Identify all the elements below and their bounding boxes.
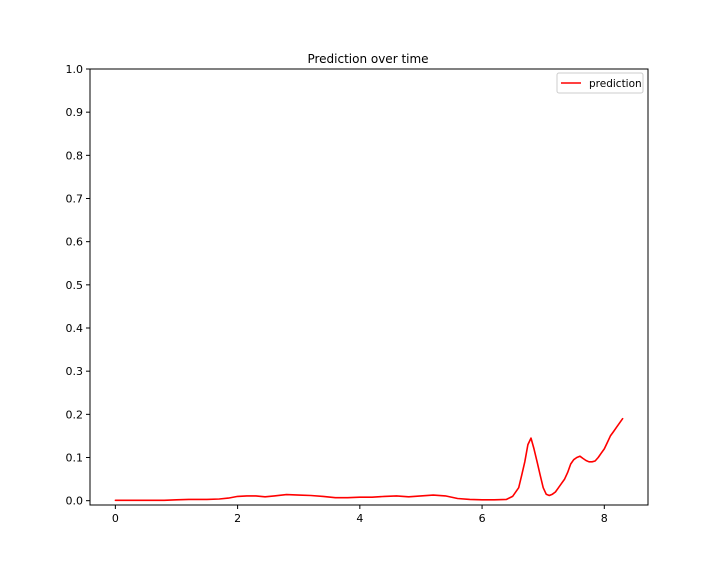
y-tick-label: 0.9 bbox=[66, 106, 84, 119]
y-tick-label: 0.7 bbox=[66, 193, 84, 206]
y-tick-label: 0.8 bbox=[66, 149, 84, 162]
series-line-prediction bbox=[114, 417, 624, 502]
y-tick-label: 0.4 bbox=[66, 322, 84, 335]
x-tick-label: 6 bbox=[479, 512, 486, 525]
plot-area-frame bbox=[89, 68, 649, 506]
x-tick-label: 2 bbox=[234, 512, 241, 525]
x-axis-ticks: 0 2 4 6 8 bbox=[112, 505, 608, 525]
legend-box bbox=[556, 72, 644, 94]
series-lines bbox=[114, 417, 624, 502]
y-tick-label: 0.1 bbox=[66, 452, 84, 465]
y-tick-label: 0.6 bbox=[66, 236, 84, 249]
chart-title: Prediction over time bbox=[307, 52, 428, 66]
y-tick-label: 0.3 bbox=[66, 365, 84, 378]
y-tick-label: 0.5 bbox=[66, 279, 84, 292]
x-tick-label: 4 bbox=[356, 512, 363, 525]
y-tick-label: 0.0 bbox=[66, 495, 84, 508]
y-tick-label: 1.0 bbox=[66, 63, 84, 76]
legend-label-prediction: prediction bbox=[589, 78, 642, 90]
y-axis-ticks: 0.0 0.1 0.2 0.3 0.4 0.5 0.6 0.7 0.8 0.9 1.0 bbox=[66, 63, 90, 508]
x-tick-label: 8 bbox=[601, 512, 608, 525]
legend: prediction bbox=[556, 72, 644, 94]
x-tick-label: 0 bbox=[112, 512, 119, 525]
y-tick-label: 0.2 bbox=[66, 408, 84, 421]
